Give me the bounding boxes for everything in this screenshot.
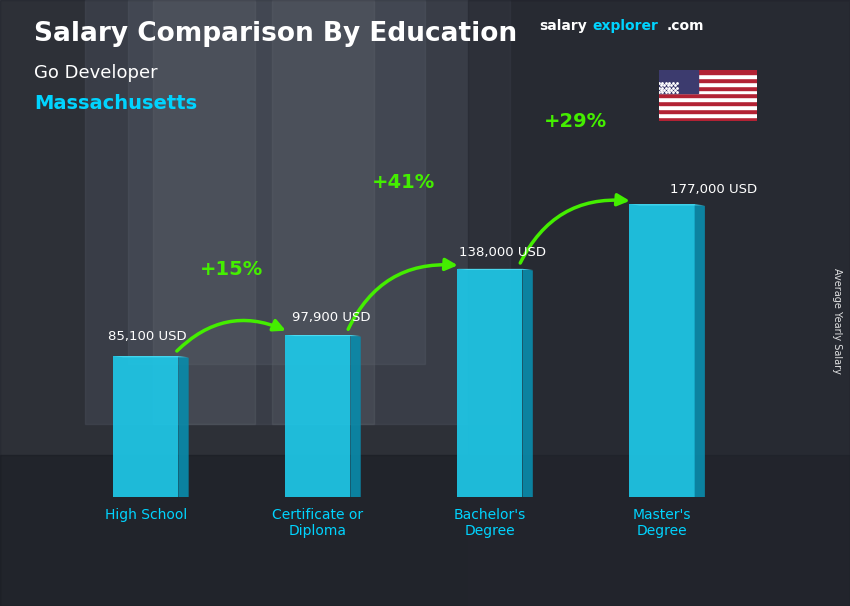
- Polygon shape: [113, 356, 178, 497]
- Text: Average Yearly Salary: Average Yearly Salary: [832, 268, 842, 374]
- Polygon shape: [694, 204, 705, 498]
- Bar: [659, 98, 756, 101]
- Text: +41%: +41%: [372, 173, 435, 192]
- Bar: [272, 0, 374, 424]
- Polygon shape: [178, 356, 189, 498]
- Polygon shape: [285, 335, 350, 497]
- Polygon shape: [457, 269, 533, 270]
- Bar: [659, 101, 756, 105]
- Text: +15%: +15%: [200, 259, 264, 279]
- Bar: [128, 0, 425, 364]
- Text: Go Developer: Go Developer: [34, 64, 157, 82]
- Text: +29%: +29%: [544, 112, 608, 132]
- Text: .com: .com: [666, 19, 704, 33]
- Bar: [659, 117, 756, 121]
- Bar: [659, 78, 756, 82]
- Bar: [659, 93, 756, 98]
- Bar: [659, 113, 756, 117]
- Bar: [659, 105, 756, 109]
- Text: 97,900 USD: 97,900 USD: [292, 310, 371, 324]
- Text: 177,000 USD: 177,000 USD: [671, 183, 757, 196]
- Polygon shape: [285, 335, 360, 336]
- Bar: [659, 109, 756, 113]
- Bar: [153, 0, 255, 424]
- Text: explorer: explorer: [592, 19, 658, 33]
- Text: 85,100 USD: 85,100 USD: [108, 330, 186, 343]
- Bar: [659, 70, 698, 93]
- Text: 138,000 USD: 138,000 USD: [459, 246, 546, 259]
- Bar: [85, 0, 510, 424]
- Bar: [659, 85, 756, 90]
- Bar: [659, 70, 756, 74]
- Text: Salary Comparison By Education: Salary Comparison By Education: [34, 21, 517, 47]
- Bar: [0, 454, 850, 606]
- Bar: [659, 74, 756, 78]
- Polygon shape: [457, 269, 523, 497]
- Polygon shape: [629, 204, 694, 497]
- Polygon shape: [350, 335, 360, 498]
- Bar: [659, 90, 756, 93]
- Text: salary: salary: [540, 19, 587, 33]
- Bar: [468, 0, 850, 606]
- Polygon shape: [113, 356, 189, 357]
- Bar: [659, 82, 756, 85]
- Polygon shape: [629, 204, 705, 205]
- Polygon shape: [523, 269, 533, 498]
- Text: Massachusetts: Massachusetts: [34, 94, 197, 113]
